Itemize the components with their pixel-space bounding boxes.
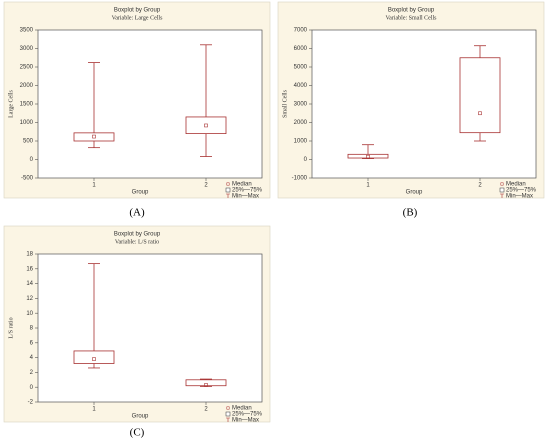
y-tick-label: 7000 bbox=[294, 28, 308, 34]
box bbox=[73, 132, 115, 142]
legend-symbol bbox=[226, 182, 230, 186]
legend-symbol bbox=[226, 417, 230, 422]
y-tick-label: 2500 bbox=[20, 65, 34, 71]
y-tick-label: -1000 bbox=[292, 176, 308, 182]
legend-symbol bbox=[226, 193, 230, 198]
box bbox=[185, 116, 227, 134]
y-tick-label: 8 bbox=[30, 326, 34, 332]
x-tick-label: 2 bbox=[204, 407, 208, 413]
legend-label: Median bbox=[232, 182, 252, 188]
y-tick-label: 5000 bbox=[294, 65, 308, 71]
legend-label: Median bbox=[232, 406, 252, 412]
y-tick-label: 3000 bbox=[294, 102, 308, 108]
x-tick-label: 1 bbox=[366, 183, 370, 189]
y-tick-label: 3000 bbox=[20, 46, 34, 52]
plot-area bbox=[311, 29, 537, 179]
chart-title: Boxplot by Group bbox=[114, 8, 161, 14]
y-tick-label: 14 bbox=[26, 281, 33, 287]
y-axis-label: Large Cells bbox=[8, 89, 14, 117]
y-tick-label: 1000 bbox=[294, 139, 308, 145]
panel-label: (C) bbox=[130, 427, 145, 439]
y-tick-label: 4 bbox=[30, 355, 34, 361]
x-axis-label: Group bbox=[406, 190, 423, 196]
x-tick-label: 2 bbox=[478, 183, 482, 189]
y-tick-label: 0 bbox=[30, 157, 34, 163]
y-tick-label: -2 bbox=[28, 400, 34, 406]
y-tick-label: 12 bbox=[26, 296, 33, 302]
panel-label: (A) bbox=[129, 207, 145, 219]
legend-label: Min—Max bbox=[506, 194, 533, 200]
y-tick-label: 2000 bbox=[294, 120, 308, 126]
chart-title: Boxplot by Group bbox=[114, 232, 161, 238]
median-marker bbox=[204, 123, 208, 128]
median-marker bbox=[478, 111, 482, 116]
y-tick-label: -500 bbox=[21, 176, 34, 182]
box bbox=[459, 57, 501, 134]
x-axis-label: Group bbox=[132, 414, 149, 420]
y-tick-label: 1500 bbox=[20, 102, 34, 108]
box bbox=[73, 350, 115, 364]
y-tick-label: 18 bbox=[26, 252, 33, 258]
legend-symbol bbox=[225, 187, 231, 193]
y-tick-label: 1000 bbox=[20, 120, 34, 126]
x-tick-label: 1 bbox=[92, 407, 96, 413]
legend-label: Median bbox=[506, 182, 526, 188]
legend-label: 25%—75% bbox=[506, 188, 537, 194]
box bbox=[347, 153, 389, 159]
y-tick-label: 6000 bbox=[294, 46, 308, 52]
x-tick-label: 2 bbox=[204, 183, 208, 189]
y-tick-label: 3500 bbox=[20, 28, 34, 34]
y-tick-label: 0 bbox=[304, 157, 308, 163]
y-tick-label: 0 bbox=[30, 385, 34, 391]
x-axis-label: Group bbox=[132, 190, 149, 196]
y-tick-label: 500 bbox=[23, 139, 34, 145]
median-marker bbox=[204, 383, 208, 387]
chart-subtitle: Variable: Large Cells bbox=[112, 15, 164, 21]
legend-symbol bbox=[225, 411, 231, 417]
median-marker bbox=[92, 134, 96, 139]
panel-label: (B) bbox=[403, 207, 418, 219]
legend-symbol bbox=[226, 406, 230, 410]
legend-symbol bbox=[499, 187, 505, 193]
legend-label: 25%—75% bbox=[232, 188, 263, 194]
y-tick-label: 6 bbox=[30, 340, 34, 346]
legend-label: Min—Max bbox=[232, 194, 259, 200]
y-tick-label: 2 bbox=[30, 370, 34, 376]
legend-label: Min—Max bbox=[232, 418, 259, 424]
y-tick-label: 10 bbox=[26, 311, 33, 317]
legend-label: 25%—75% bbox=[232, 412, 263, 418]
box bbox=[185, 379, 227, 387]
x-tick-label: 1 bbox=[92, 183, 96, 189]
median-marker bbox=[92, 357, 96, 361]
y-axis-label: Small Cells bbox=[282, 89, 288, 118]
y-tick-label: 2000 bbox=[20, 83, 34, 89]
legend-symbol bbox=[500, 182, 504, 186]
plot-area bbox=[37, 253, 263, 403]
chart-title: Boxplot by Group bbox=[388, 8, 435, 14]
legend-symbol bbox=[500, 193, 504, 198]
median-marker bbox=[366, 154, 370, 159]
y-tick-label: 16 bbox=[26, 266, 33, 272]
plot-area bbox=[37, 29, 263, 179]
y-axis-label: L/S ratio bbox=[8, 317, 14, 338]
chart-subtitle: Variable: L/S ratio bbox=[115, 239, 159, 245]
chart-subtitle: Variable: Small Cells bbox=[386, 15, 438, 21]
y-tick-label: 4000 bbox=[294, 83, 308, 89]
